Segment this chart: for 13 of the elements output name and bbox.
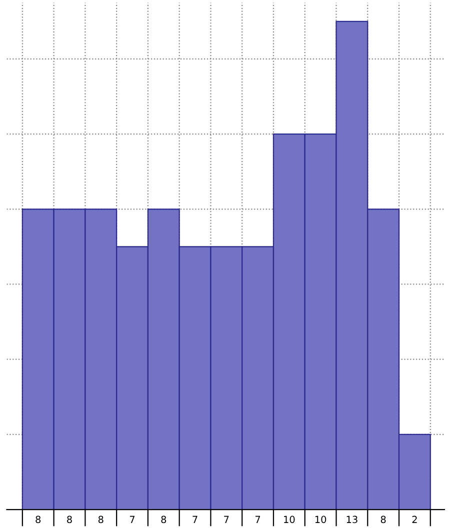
data-label: 10 [315, 516, 326, 524]
data-label: 13 [346, 516, 358, 524]
data-label: 8 [36, 516, 41, 524]
data-label: 8 [161, 516, 166, 524]
data-label: 7 [130, 516, 135, 523]
data-label: 10 [284, 516, 295, 524]
data-label: 7 [224, 516, 229, 523]
data-label: 2 [412, 516, 417, 523]
data-label: 7 [192, 516, 198, 523]
data-label: 8 [380, 516, 386, 524]
data-label: 7 [255, 516, 260, 523]
data-label: 8 [98, 516, 104, 524]
data-label: 8 [67, 516, 72, 524]
